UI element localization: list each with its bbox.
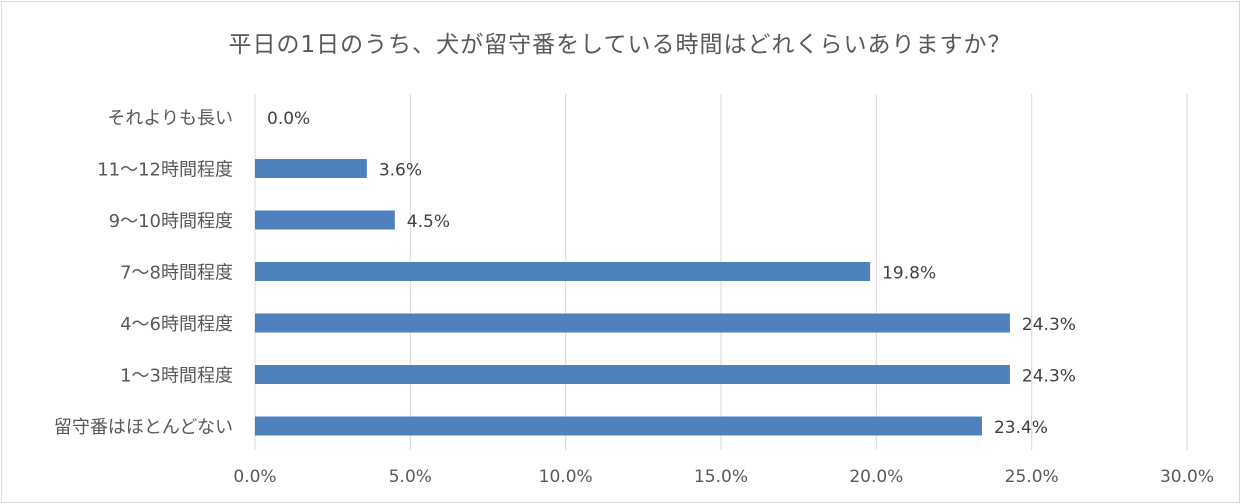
x-tick-label: 20.0% [849, 467, 903, 487]
category-label: 9～10時間程度 [109, 211, 233, 232]
x-tick-label: 15.0% [694, 467, 748, 487]
category-label: 4～6時間程度 [120, 314, 233, 335]
data-label: 23.4% [994, 418, 1048, 438]
bar [255, 365, 1010, 384]
x-tick-label: 30.0% [1160, 467, 1214, 487]
x-tick-label: 5.0% [389, 467, 432, 487]
category-label: 1～3時間程度 [120, 366, 233, 387]
data-label: 3.6% [379, 161, 422, 181]
bar [255, 210, 395, 230]
bar [255, 313, 1010, 333]
bars [255, 159, 1010, 436]
x-tick-label: 10.0% [539, 467, 593, 487]
category-label: 11～12時間程度 [97, 160, 233, 181]
bar [255, 159, 367, 178]
data-label: 0.0% [267, 109, 310, 129]
category-label: 留守番はほとんどない [54, 417, 233, 438]
bar [255, 416, 982, 436]
category-labels: それよりも長い 11～12時間程度 9～10時間程度 7～8時間程度 4～6時間程度 1～… [54, 108, 233, 438]
data-label: 19.8% [882, 264, 936, 284]
x-tick-label: 25.0% [1005, 467, 1059, 487]
x-tick-label: 0.0% [233, 467, 276, 487]
x-axis-ticks: 0.0% 5.0% 10.0% 15.0% 20.0% 25.0% 30.0% [233, 467, 1214, 487]
data-label: 4.5% [407, 212, 450, 232]
category-label: 7～8時間程度 [120, 263, 233, 284]
bar [255, 262, 871, 281]
chart-title: 平日の1日のうち、犬が留守番をしている時間はどれくらいありますか？ [229, 32, 1012, 58]
data-label: 24.3% [1022, 315, 1076, 335]
data-labels: 0.0% 3.6% 4.5% 19.8% 24.3% 24.3% 23.4% [267, 109, 1076, 438]
data-label: 24.3% [1022, 367, 1076, 387]
category-label: それよりも長い [107, 108, 233, 129]
